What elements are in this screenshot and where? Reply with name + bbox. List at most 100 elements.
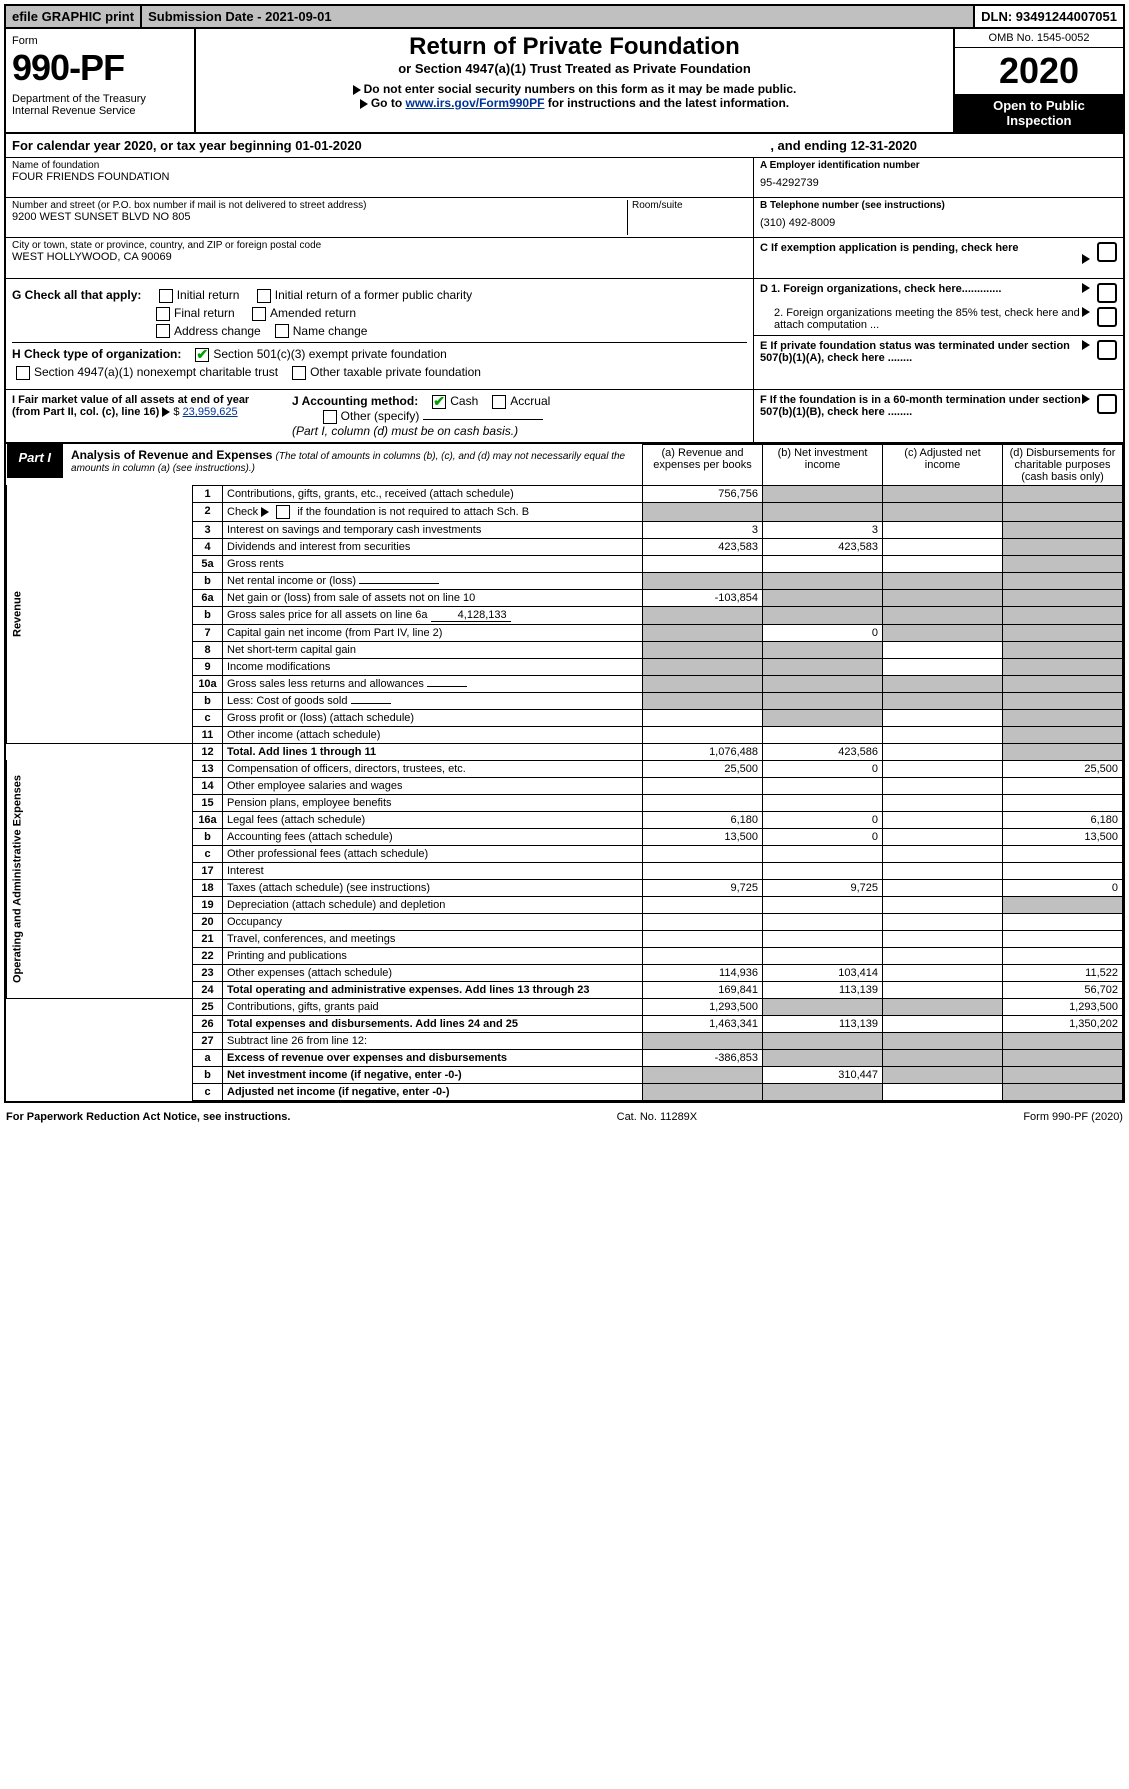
other-input[interactable]	[423, 419, 543, 420]
amt-a: 114,936	[643, 964, 763, 981]
line-desc: Gross rents	[223, 555, 643, 572]
line-desc: Travel, conferences, and meetings	[223, 930, 643, 947]
line-desc: Legal fees (attach schedule)	[223, 811, 643, 828]
c-row: C If exemption application is pending, c…	[754, 238, 1123, 268]
line-num: 25	[193, 998, 223, 1015]
amt-d	[1003, 1083, 1123, 1100]
accrual-checkbox[interactable]	[492, 395, 506, 409]
sec501-checkbox[interactable]	[195, 348, 209, 362]
amt-a	[643, 896, 763, 913]
line-num: 11	[193, 726, 223, 743]
r6b-d: Gross sales price for all assets on line…	[227, 609, 428, 621]
amt-a	[643, 709, 763, 726]
city-row: City or town, state or province, country…	[6, 238, 753, 278]
amt-d	[1003, 572, 1123, 589]
line-desc: Occupancy	[223, 913, 643, 930]
footer-right: Form 990-PF (2020)	[1023, 1111, 1123, 1123]
name-row: Name of foundation FOUR FRIENDS FOUNDATI…	[6, 158, 753, 198]
line-num: 2	[193, 502, 223, 521]
street-address: 9200 WEST SUNSET BLVD NO 805	[12, 211, 627, 223]
sec4947-checkbox[interactable]	[16, 366, 30, 380]
amt-d	[1003, 743, 1123, 760]
initial-checkbox[interactable]	[159, 289, 173, 303]
other-tax-checkbox[interactable]	[292, 366, 306, 380]
g-line3: Address change Name change	[12, 324, 747, 339]
calendar-year: For calendar year 2020, or tax year begi…	[6, 134, 1123, 158]
header-right: OMB No. 1545-0052 2020 Open to Public In…	[953, 29, 1123, 132]
amt-c	[883, 709, 1003, 726]
fmv-link[interactable]: 23,959,625	[183, 406, 238, 418]
name-change-checkbox[interactable]	[275, 324, 289, 338]
line-num: 20	[193, 913, 223, 930]
other-method-checkbox[interactable]	[323, 410, 337, 424]
amt-b	[763, 726, 883, 743]
amt-d: 6,180	[1003, 811, 1123, 828]
amt-c	[883, 502, 1003, 521]
line-num: 10a	[193, 675, 223, 692]
entity-right: A Employer identification number 95-4292…	[753, 158, 1123, 278]
line-desc: Dividends and interest from securities	[223, 538, 643, 555]
e-checkbox[interactable]	[1097, 340, 1117, 360]
initial-former-label: Initial return of a former public charit…	[275, 288, 472, 302]
arrow-icon	[353, 85, 361, 95]
amt-c	[883, 1083, 1003, 1100]
amt-d	[1003, 641, 1123, 658]
open-public: Open to Public Inspection	[955, 94, 1123, 132]
line-num: 24	[193, 981, 223, 998]
cash-checkbox[interactable]	[432, 395, 446, 409]
f-checkbox[interactable]	[1097, 394, 1117, 414]
form-page: efile GRAPHIC print Submission Date - 20…	[4, 4, 1125, 1103]
c-checkbox[interactable]	[1097, 242, 1117, 262]
submission-date: Submission Date - 2021-09-01	[142, 6, 975, 27]
amt-a	[643, 1032, 763, 1049]
amt-a: 1,076,488	[643, 743, 763, 760]
line-num: b	[193, 828, 223, 845]
cash-label: Cash	[450, 394, 478, 408]
sch-b-checkbox[interactable]	[276, 505, 290, 519]
instr-link[interactable]: www.irs.gov/Form990PF	[406, 96, 545, 110]
amt-a: 25,500	[643, 760, 763, 777]
r5b-d: Net rental income or (loss)	[227, 575, 356, 587]
amended-checkbox[interactable]	[252, 307, 266, 321]
final-checkbox[interactable]	[156, 307, 170, 321]
d1-checkbox[interactable]	[1097, 283, 1117, 303]
amt-d	[1003, 845, 1123, 862]
amt-a	[643, 947, 763, 964]
amt-b	[763, 1083, 883, 1100]
initial-former-checkbox[interactable]	[257, 289, 271, 303]
irs: Internal Revenue Service	[12, 105, 188, 117]
r10b-input[interactable]	[351, 703, 391, 704]
amt-d	[1003, 862, 1123, 879]
line-desc: Other income (attach schedule)	[223, 726, 643, 743]
amt-b	[763, 862, 883, 879]
line-num: 6a	[193, 589, 223, 606]
line-num: 5a	[193, 555, 223, 572]
amt-b	[763, 845, 883, 862]
r5b-input[interactable]	[359, 583, 439, 584]
h-line: H Check type of organization: Section 50…	[12, 342, 747, 362]
amt-d	[1003, 502, 1123, 521]
line-desc: Subtract line 26 from line 12:	[223, 1032, 643, 1049]
h-line2: Section 4947(a)(1) nonexempt charitable …	[12, 365, 747, 380]
expenses-label: Operating and Administrative Expenses	[7, 760, 193, 998]
line-desc: Other expenses (attach schedule)	[223, 964, 643, 981]
ein: 95-4292739	[760, 177, 1117, 189]
dept: Department of the Treasury	[12, 93, 188, 105]
line-num: 27	[193, 1032, 223, 1049]
amt-b	[763, 896, 883, 913]
i-block: I Fair market value of all assets at end…	[6, 390, 286, 442]
amt-a: -386,853	[643, 1049, 763, 1066]
amt-c	[883, 1015, 1003, 1032]
amt-b	[763, 606, 883, 624]
addr-label: Number and street (or P.O. box number if…	[12, 200, 627, 211]
instr2-pre: Go to	[371, 96, 406, 110]
amt-c	[883, 641, 1003, 658]
addr-change-checkbox[interactable]	[156, 324, 170, 338]
d2-checkbox[interactable]	[1097, 307, 1117, 327]
name-change-label: Name change	[293, 324, 368, 338]
amt-c	[883, 777, 1003, 794]
r10a-input[interactable]	[427, 686, 467, 687]
addr-row: Number and street (or P.O. box number if…	[6, 198, 753, 238]
amt-a	[643, 675, 763, 692]
g-line: G Check all that apply: Initial return I…	[12, 288, 747, 303]
